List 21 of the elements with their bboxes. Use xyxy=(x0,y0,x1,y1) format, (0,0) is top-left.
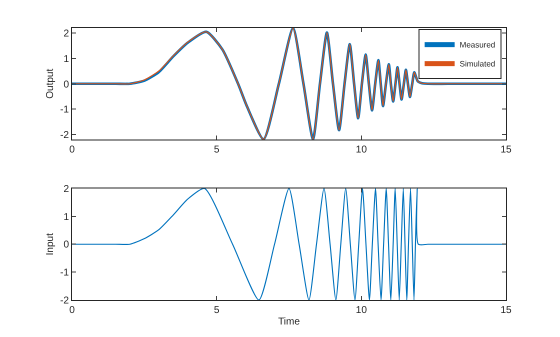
x-tick-label: 5 xyxy=(214,305,220,316)
y-tick-label: 2 xyxy=(63,28,70,40)
y-axis-title: Input xyxy=(45,232,56,256)
y-axis-title: Output xyxy=(45,68,56,99)
y-tick-label: -2 xyxy=(60,130,70,141)
y-tick-label: 1 xyxy=(63,54,70,65)
y-tick-label: 1 xyxy=(63,212,70,223)
x-tick-label: 10 xyxy=(356,305,368,316)
x-tick-label: 15 xyxy=(500,144,512,156)
y-tick-label: 2 xyxy=(63,184,70,195)
legend-label: Measured xyxy=(460,40,496,50)
x-tick-label: 5 xyxy=(214,144,220,156)
x-axis-title: Time xyxy=(278,316,300,328)
x-tick-label: 10 xyxy=(356,144,368,156)
y-tick-label: 0 xyxy=(63,79,70,90)
x-tick-label: 15 xyxy=(500,305,512,316)
y-tick-label: -1 xyxy=(60,268,70,279)
y-tick-label: -2 xyxy=(60,296,70,306)
y-tick-label: -1 xyxy=(60,104,70,116)
legend-label: Simulated xyxy=(460,60,496,69)
y-tick-label: 0 xyxy=(63,240,70,251)
